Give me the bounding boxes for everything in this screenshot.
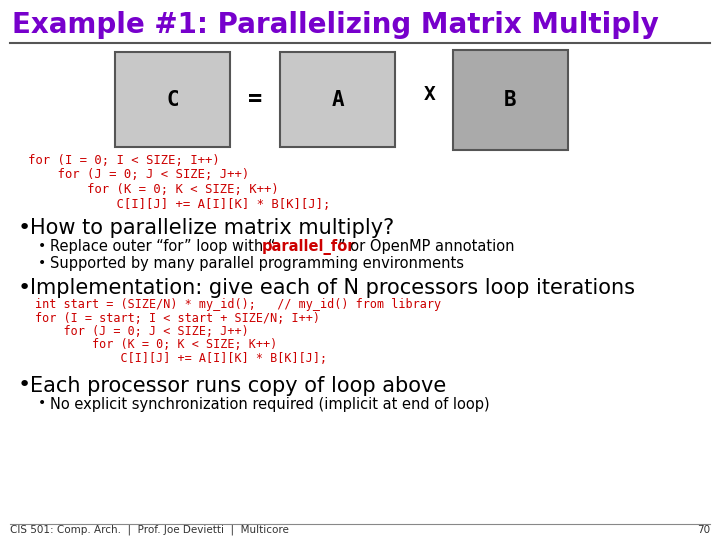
Text: parallel_for: parallel_for [262, 239, 356, 255]
Text: •: • [18, 375, 31, 395]
Text: for (K = 0; K < SIZE; K++): for (K = 0; K < SIZE; K++) [28, 183, 279, 196]
Text: Example #1: Parallelizing Matrix Multiply: Example #1: Parallelizing Matrix Multipl… [12, 11, 659, 39]
Text: 70: 70 [697, 525, 710, 535]
Text: for (I = 0; I < SIZE; I++): for (I = 0; I < SIZE; I++) [28, 154, 220, 167]
Text: C[I][J] += A[I][K] * B[K][J];: C[I][J] += A[I][K] * B[K][J]; [35, 352, 327, 365]
Text: A: A [331, 90, 344, 110]
Text: Each processor runs copy of loop above: Each processor runs copy of loop above [30, 375, 446, 395]
Text: Replace outer “for” loop with “: Replace outer “for” loop with “ [50, 239, 275, 254]
Text: •: • [38, 239, 46, 253]
Text: =: = [248, 87, 262, 111]
Text: How to parallelize matrix multiply?: How to parallelize matrix multiply? [30, 218, 395, 238]
Text: X: X [424, 85, 436, 104]
Text: CIS 501: Comp. Arch.  |  Prof. Joe Devietti  |  Multicore: CIS 501: Comp. Arch. | Prof. Joe Deviett… [10, 525, 289, 535]
Text: ” or OpenMP annotation: ” or OpenMP annotation [338, 239, 515, 254]
Text: C: C [166, 90, 179, 110]
Bar [453, 50, 568, 150]
Text: C[I][J] += A[I][K] * B[K][J];: C[I][J] += A[I][K] * B[K][J]; [28, 198, 330, 211]
Text: No explicit synchronization required (implicit at end of loop): No explicit synchronization required (im… [50, 396, 490, 411]
Text: int start = (SIZE/N) * my_id();   // my_id() from library: int start = (SIZE/N) * my_id(); // my_id… [35, 298, 441, 311]
Bar [280, 52, 395, 147]
Text: B: B [504, 90, 517, 110]
Text: for (K = 0; K < SIZE; K++): for (K = 0; K < SIZE; K++) [35, 339, 277, 352]
Text: for (J = 0; J < SIZE; J++): for (J = 0; J < SIZE; J++) [35, 325, 248, 338]
Text: for (J = 0; J < SIZE; J++): for (J = 0; J < SIZE; J++) [28, 168, 249, 181]
Text: •: • [18, 278, 31, 298]
Text: •: • [38, 256, 46, 270]
Text: Implementation: give each of N processors loop iterations: Implementation: give each of N processor… [30, 278, 635, 298]
Bar [115, 52, 230, 147]
Text: •: • [38, 396, 46, 410]
Text: •: • [18, 218, 31, 238]
Text: Supported by many parallel programming environments: Supported by many parallel programming e… [50, 256, 464, 271]
Text: for (I = start; I < start + SIZE/N; I++): for (I = start; I < start + SIZE/N; I++) [35, 312, 320, 325]
